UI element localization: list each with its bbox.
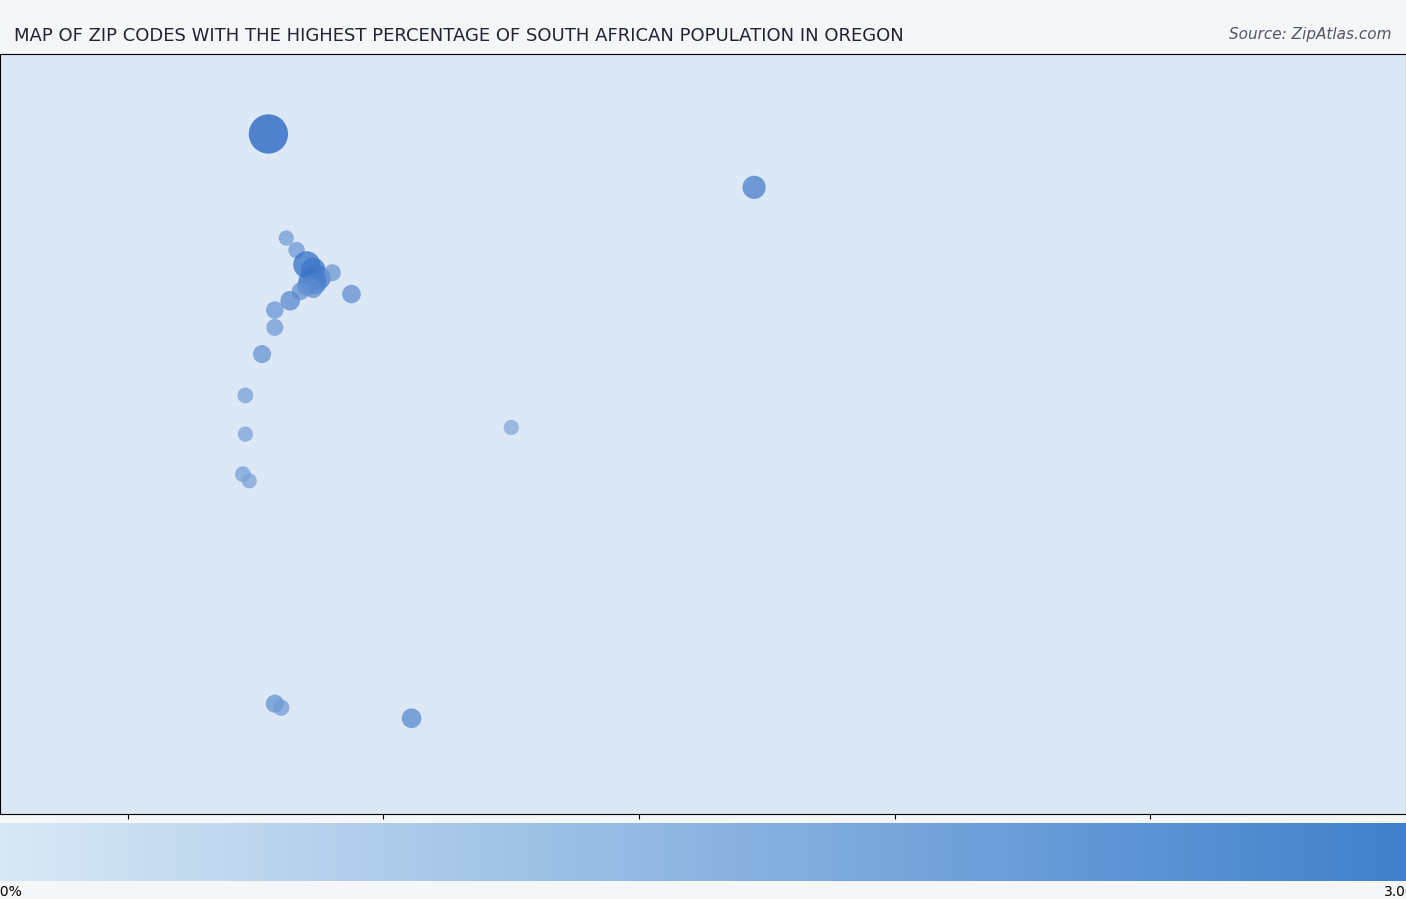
Point	[263, 697, 285, 711]
Point	[302, 281, 325, 296]
Point	[308, 271, 330, 285]
Point	[250, 347, 273, 361]
Point	[257, 127, 280, 141]
Point	[305, 276, 328, 290]
Text: Source: ZipAtlas.com: Source: ZipAtlas.com	[1229, 27, 1392, 42]
Point	[295, 257, 318, 271]
Point	[235, 427, 257, 441]
Point	[501, 420, 523, 434]
Point	[235, 388, 257, 403]
Point	[263, 320, 285, 334]
Point	[238, 474, 260, 488]
Point	[742, 180, 765, 194]
Point	[401, 711, 423, 725]
Point	[321, 265, 343, 280]
Point	[263, 303, 285, 317]
Point	[299, 273, 322, 288]
Point	[232, 467, 254, 481]
Point	[295, 279, 318, 293]
Point	[270, 700, 292, 715]
Point	[340, 287, 363, 301]
Point	[302, 263, 325, 277]
Point	[278, 294, 301, 308]
Point	[276, 231, 298, 245]
Point	[285, 243, 308, 257]
Text: MAP OF ZIP CODES WITH THE HIGHEST PERCENTAGE OF SOUTH AFRICAN POPULATION IN OREG: MAP OF ZIP CODES WITH THE HIGHEST PERCEN…	[14, 27, 904, 45]
Point	[305, 268, 328, 282]
Point	[290, 284, 312, 298]
